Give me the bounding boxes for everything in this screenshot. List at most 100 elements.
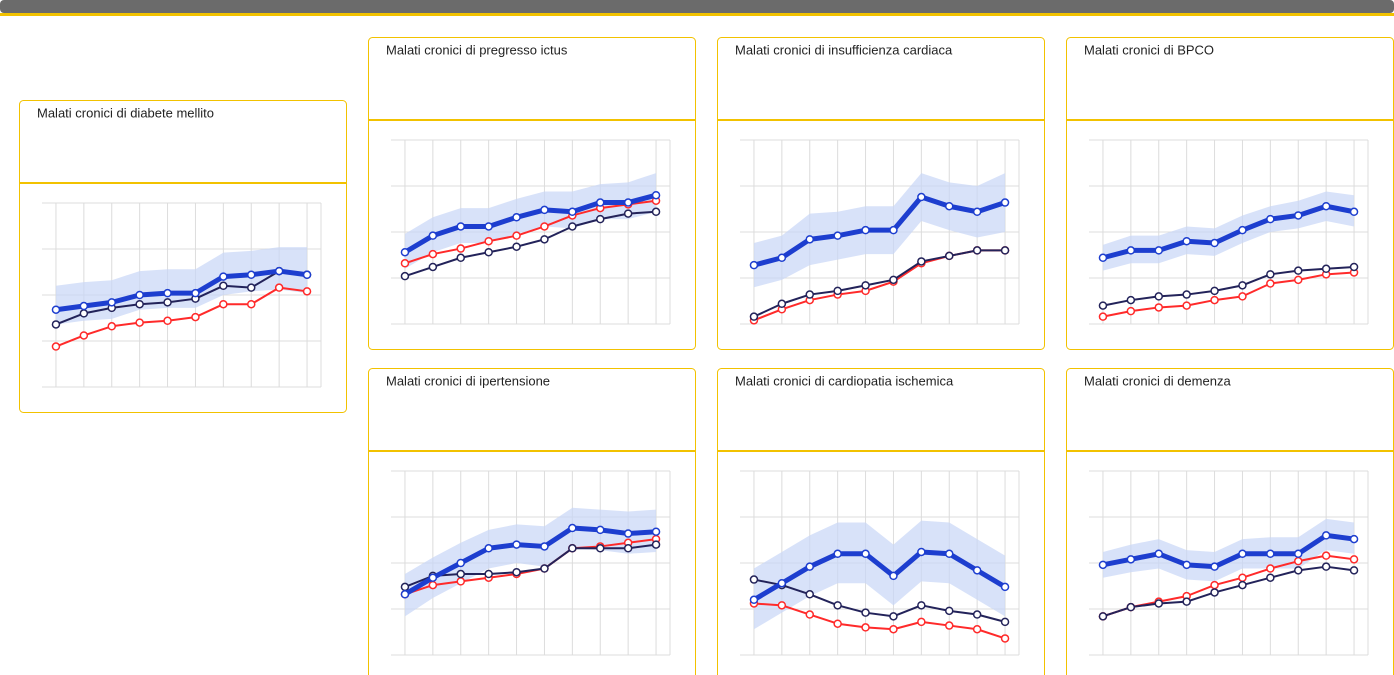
- data-point: [456, 558, 465, 568]
- series-line: [55, 268, 308, 313]
- data-point: [247, 270, 256, 280]
- data-point: [1321, 264, 1331, 274]
- data-point: [219, 281, 228, 291]
- series-line: [753, 249, 1006, 318]
- data-point: [484, 569, 493, 579]
- data-point: [512, 540, 521, 549]
- data-point: [512, 242, 521, 251]
- data-point: [1238, 573, 1247, 582]
- data-point: [456, 222, 465, 231]
- data-point: [1294, 556, 1303, 566]
- data-point: [777, 601, 787, 610]
- data-point: [1000, 634, 1010, 643]
- data-point: [191, 288, 200, 298]
- data-point: [274, 283, 284, 292]
- data-point: [568, 523, 577, 533]
- data-point: [456, 569, 465, 579]
- panel-frame: [368, 37, 696, 350]
- panel-title: Malati cronici di ipertensione: [386, 373, 550, 388]
- data-point: [1000, 582, 1010, 592]
- data-point: [1321, 531, 1331, 540]
- data-point: [135, 290, 144, 300]
- confidence-band: [1102, 191, 1355, 271]
- data-point: [917, 257, 926, 266]
- series-line: [753, 194, 1006, 268]
- top-bar-accent: [0, 13, 1394, 16]
- data-point: [1294, 549, 1303, 559]
- data-point: [596, 198, 605, 207]
- data-point: [861, 549, 870, 559]
- data-point: [247, 283, 256, 292]
- data-point: [51, 305, 61, 314]
- data-point: [833, 601, 842, 610]
- series-line: [1102, 532, 1355, 570]
- data-point: [1182, 236, 1191, 246]
- data-point: [623, 209, 633, 218]
- panel-title: Malati cronici di pregresso ictus: [386, 42, 568, 57]
- data-point: [777, 253, 787, 263]
- data-point: [51, 320, 61, 329]
- data-point: [135, 299, 144, 309]
- data-point: [889, 624, 898, 634]
- data-point: [1182, 301, 1191, 310]
- data-point: [1098, 301, 1108, 310]
- data-point: [1349, 207, 1359, 217]
- series-line: [404, 210, 657, 278]
- panel: Malati cronici di ipertensione: [368, 368, 696, 675]
- data-point: [1126, 295, 1136, 305]
- data-point: [945, 549, 954, 559]
- data-point: [1182, 597, 1191, 606]
- data-point: [1238, 281, 1247, 290]
- data-point: [749, 312, 759, 321]
- series-line: [1102, 565, 1355, 618]
- data-point: [1098, 312, 1108, 321]
- series-line: [55, 286, 308, 348]
- data-point: [1349, 262, 1359, 272]
- data-point: [219, 299, 228, 309]
- data-point: [1154, 292, 1163, 301]
- data-point: [540, 542, 549, 551]
- data-point: [1210, 295, 1219, 305]
- series-line: [1102, 203, 1355, 261]
- data-point: [889, 275, 898, 285]
- data-point: [135, 318, 144, 327]
- data-point: [191, 312, 200, 322]
- data-point: [749, 260, 759, 270]
- data-point: [805, 235, 814, 244]
- data-point: [512, 231, 521, 240]
- data-point: [1349, 555, 1359, 564]
- data-point: [861, 225, 870, 235]
- data-point: [568, 222, 577, 231]
- data-point: [972, 566, 982, 575]
- confidence-band: [404, 507, 657, 617]
- data-point: [1126, 555, 1136, 564]
- data-point: [917, 192, 926, 202]
- data-point: [163, 298, 172, 307]
- data-point: [1321, 562, 1331, 571]
- panel-title: Malati cronici di diabete mellito: [37, 105, 214, 120]
- panel-title: Malati cronici di demenza: [1084, 373, 1231, 388]
- data-point: [596, 544, 605, 553]
- data-point: [400, 259, 410, 268]
- panel-frame: [368, 368, 696, 675]
- data-point: [805, 610, 814, 619]
- data-point: [1294, 275, 1303, 285]
- top-bar: [0, 0, 1394, 13]
- panel: Malati cronici di BPCO: [1066, 37, 1394, 350]
- data-point: [1266, 564, 1275, 573]
- data-point: [972, 207, 982, 217]
- data-point: [945, 251, 954, 261]
- data-point: [1154, 246, 1163, 255]
- data-point: [889, 571, 898, 581]
- data-point: [1321, 551, 1331, 560]
- data-point: [302, 287, 312, 296]
- data-point: [861, 608, 870, 617]
- data-point: [805, 562, 814, 571]
- data-point: [596, 214, 605, 224]
- data-point: [51, 342, 61, 351]
- data-point: [777, 299, 787, 309]
- data-point: [1182, 560, 1191, 570]
- data-point: [917, 547, 926, 557]
- data-point: [945, 201, 954, 211]
